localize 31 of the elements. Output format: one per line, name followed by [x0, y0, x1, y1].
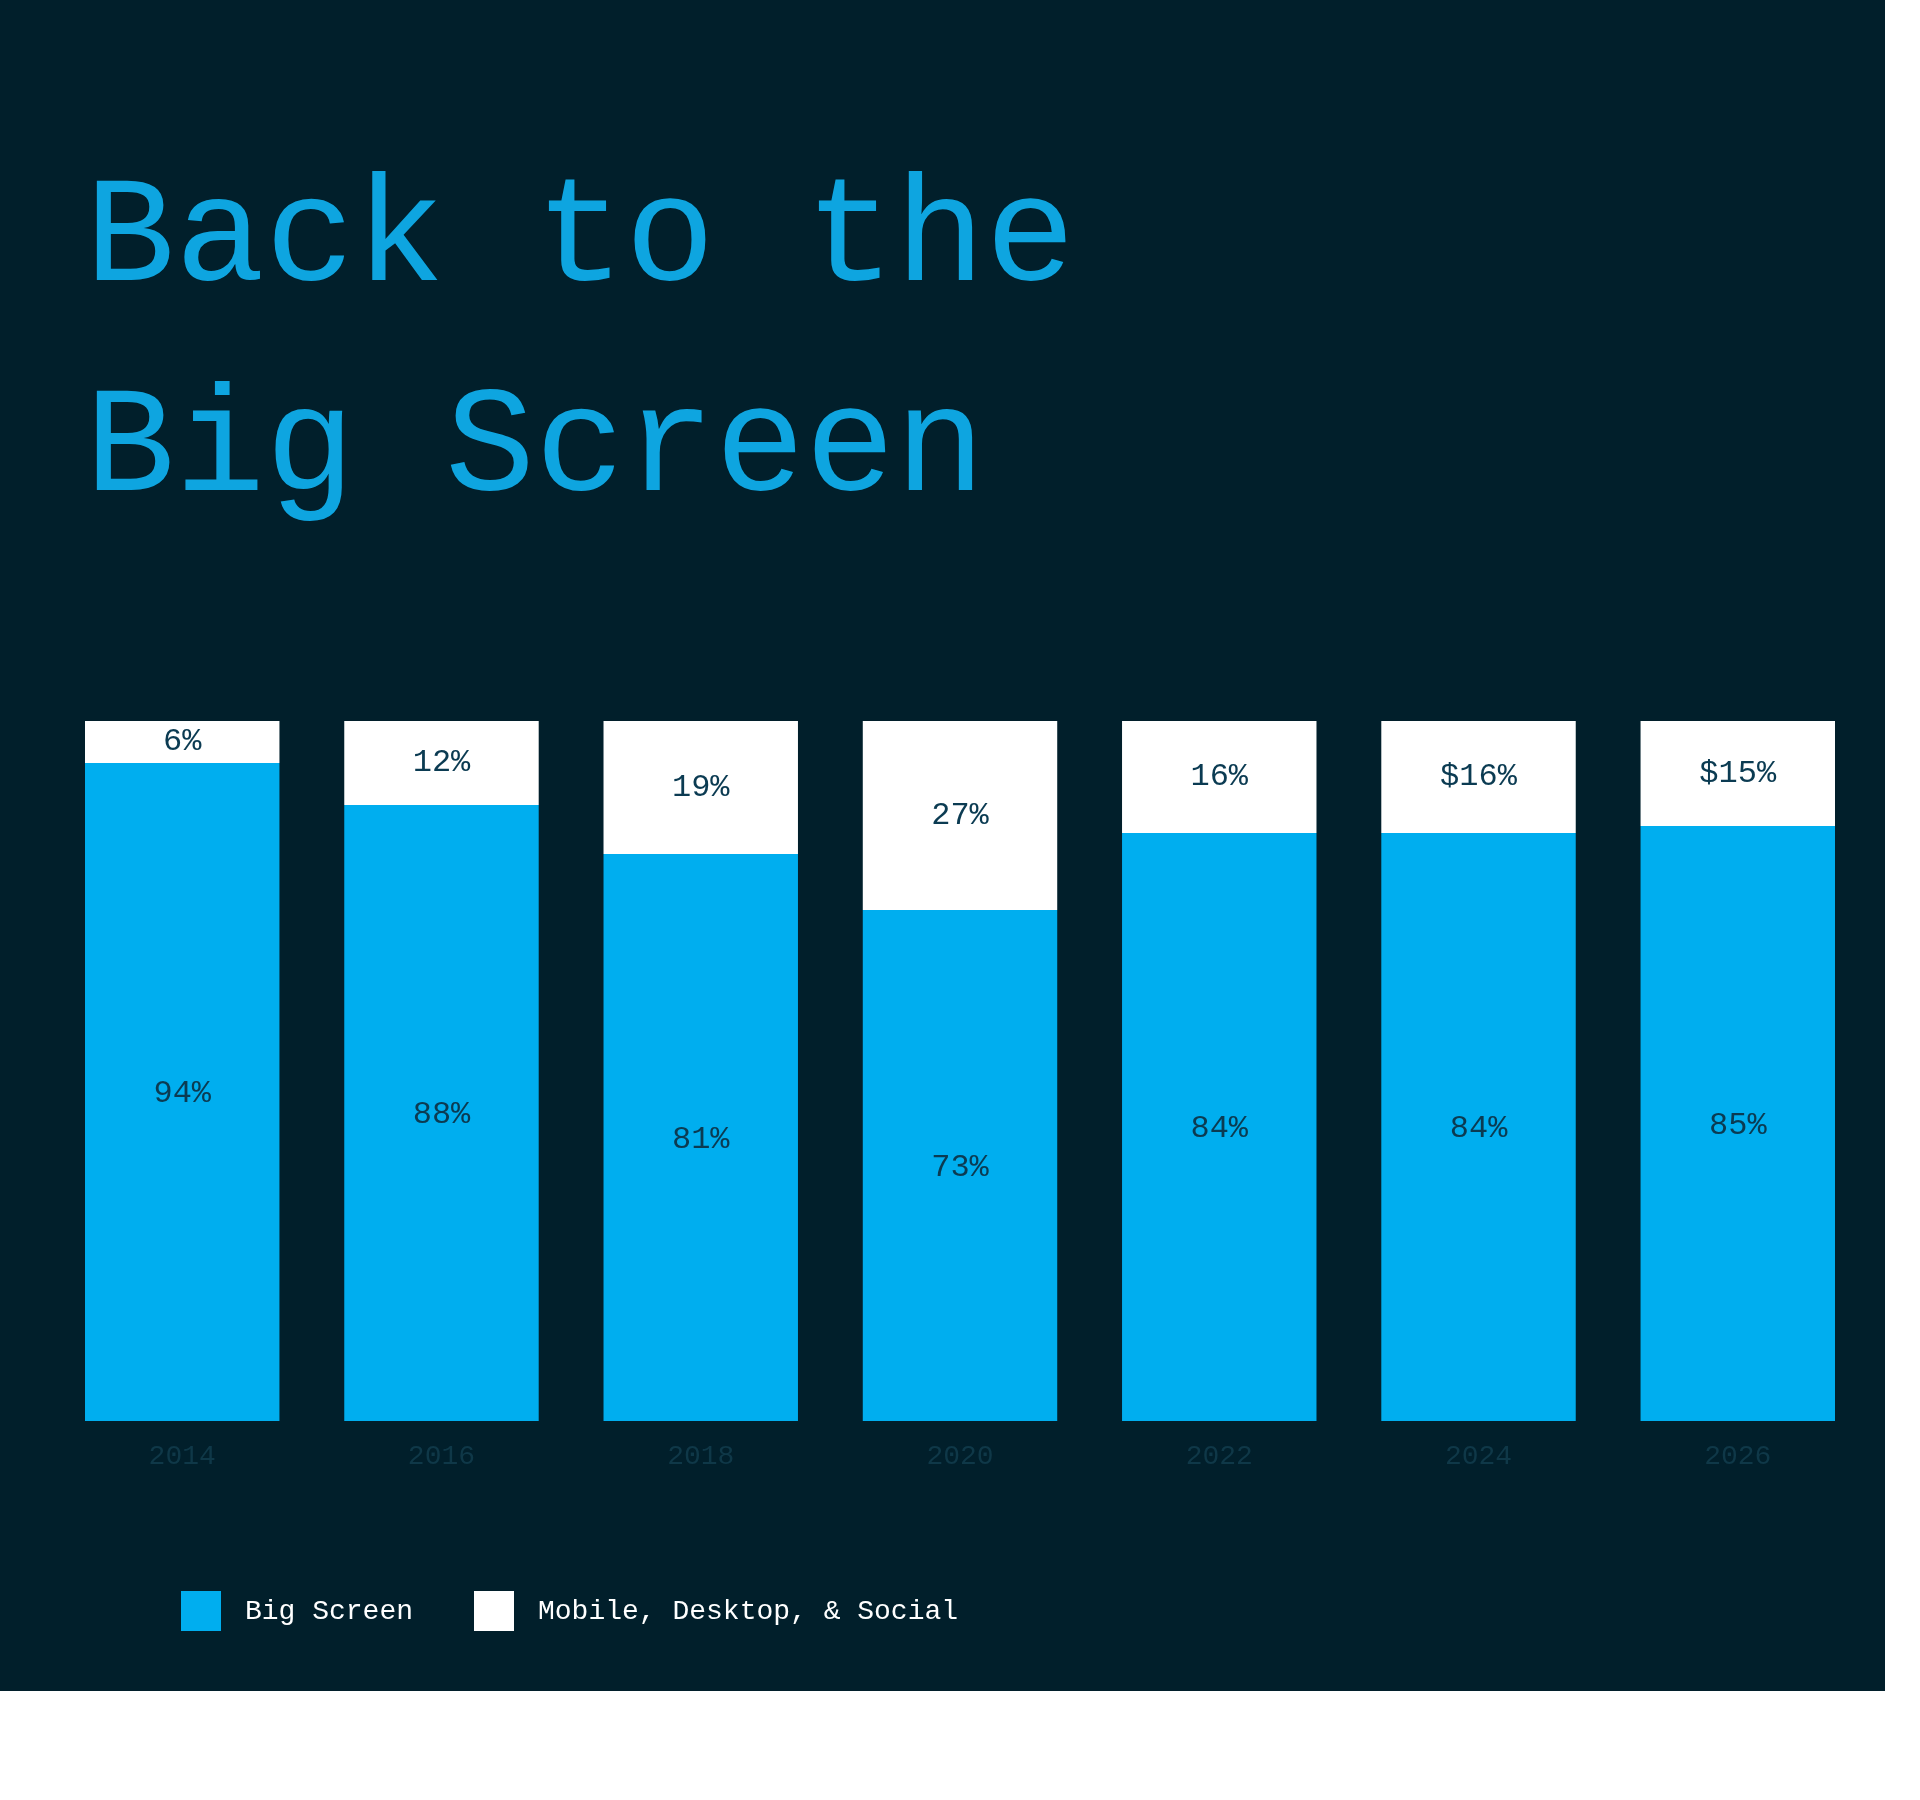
bar [85, 763, 280, 1421]
data-label: 73% [931, 1148, 990, 1186]
data-label: 88% [412, 1096, 472, 1133]
data-label: 6% [163, 723, 203, 760]
data-label: 16% [1190, 758, 1249, 795]
bar [603, 854, 798, 1421]
data-label: $15% [1699, 754, 1777, 792]
chart-title: Back to the Big Screen [85, 155, 1076, 535]
bar [862, 910, 1058, 1421]
bar [1640, 826, 1835, 1421]
data-label: 81% [671, 1120, 731, 1158]
data-label: 27% [931, 796, 990, 834]
data-label: 12% [412, 744, 472, 781]
bar [1381, 721, 1576, 833]
legend-label: Mobile, Desktop, & Social [538, 1596, 959, 1627]
data-label: 84% [1449, 1110, 1509, 1147]
data-label: 94% [153, 1075, 212, 1112]
bar [1122, 721, 1317, 833]
bar [85, 721, 280, 763]
data-label: 85% [1708, 1106, 1768, 1144]
bar [1122, 833, 1317, 1421]
bar [603, 721, 798, 854]
data-label: $16% [1440, 758, 1518, 795]
bar [1381, 833, 1576, 1421]
bar [1640, 721, 1835, 826]
data-label: 19% [671, 768, 731, 806]
data-label: 84% [1190, 1110, 1249, 1147]
bar [344, 805, 539, 1421]
bar [862, 721, 1058, 910]
bar [344, 721, 539, 805]
legend-label: Big Screen [245, 1596, 414, 1627]
